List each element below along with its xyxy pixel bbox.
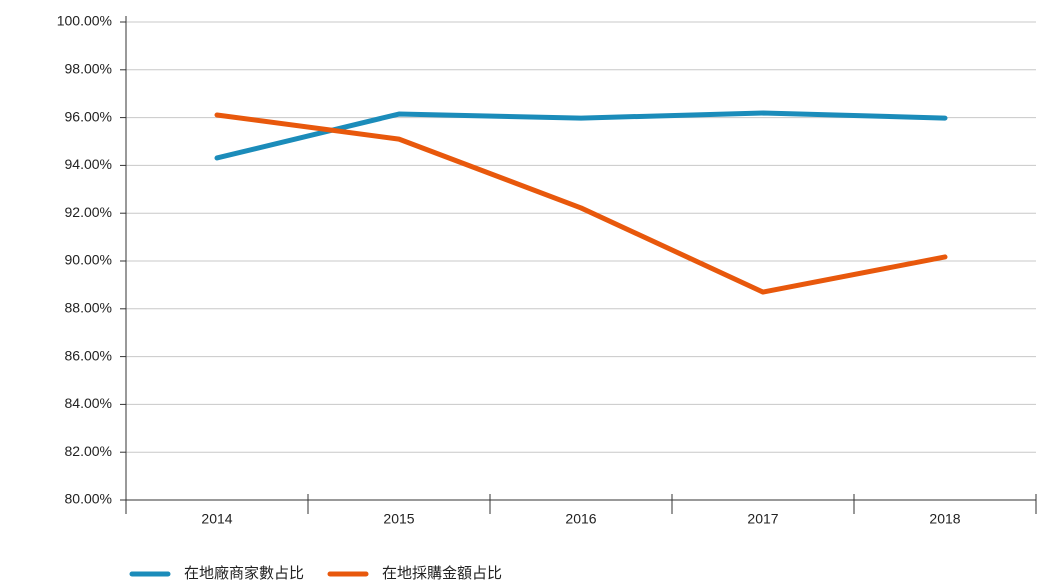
y-tick-label: 80.00% [65, 491, 112, 507]
x-tick-label: 2018 [929, 511, 960, 527]
y-tick-label: 100.00% [57, 13, 112, 29]
y-tick-label: 86.00% [65, 347, 112, 363]
y-tick-label: 92.00% [65, 204, 112, 220]
x-tick-label: 2014 [201, 511, 232, 527]
y-tick-label: 98.00% [65, 61, 112, 77]
legend-label: 在地廠商家數占比 [184, 564, 304, 582]
y-tick-label: 88.00% [65, 300, 112, 316]
x-tick-label: 2015 [383, 511, 414, 527]
x-tick-label: 2017 [747, 511, 778, 527]
y-tick-label: 94.00% [65, 156, 112, 172]
y-tick-label: 84.00% [65, 395, 112, 411]
data-line [214, 110, 948, 161]
x-tick-label: 2016 [565, 511, 596, 527]
legend-label: 在地採購金額占比 [382, 565, 502, 582]
data-line [214, 112, 948, 295]
y-tick-label: 96.00% [65, 108, 112, 124]
y-tick-label: 82.00% [65, 443, 112, 459]
y-tick-label: 90.00% [65, 252, 112, 268]
